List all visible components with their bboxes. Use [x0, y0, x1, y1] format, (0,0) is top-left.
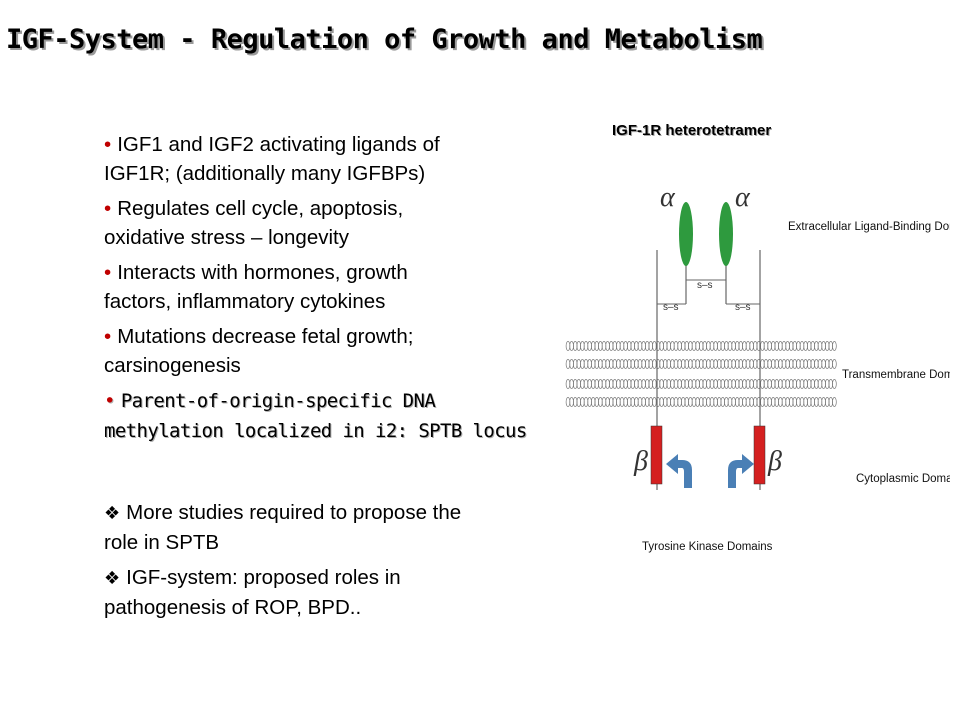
bullet-item: • Interacts with hormones, growth factors… — [104, 258, 544, 316]
left-kinase-arrow — [666, 454, 692, 488]
cytoplasmic-domain-label: Cytoplasmic Domain — [856, 473, 950, 485]
right-kinase-arrow — [728, 454, 754, 488]
bullet-line: Regulates cell cycle, apoptosis, — [117, 197, 404, 220]
bullet-item: • Regulates cell cycle, apoptosis, oxidat… — [104, 194, 544, 252]
note-list: ❖ More studies required to propose the ro… — [104, 498, 544, 628]
bullet-line: carsinogenesis — [104, 354, 241, 377]
bullet-line: Mutations decrease fetal growth; — [117, 325, 414, 348]
right-alpha-symbol: α — [735, 182, 751, 213]
right-beta-symbol: β — [767, 446, 782, 477]
bullet-item: • IGF1 and IGF2 activating ligands of IGF… — [104, 130, 544, 188]
receptor-diagram: s–s s–s s–s α α β β Extracellular Ligand… — [565, 182, 950, 553]
bullet-dot-icon: • — [104, 133, 112, 156]
bullet-line: oxidative stress – longevity — [104, 226, 349, 249]
left-beta-symbol: β — [633, 446, 648, 477]
right-alpha-subunit — [719, 202, 733, 266]
note-line: More studies required to propose the — [126, 501, 462, 524]
alpha-alpha-disulfide-label: s–s — [697, 280, 713, 291]
figure-title: IGF-1R heterotetramer — [612, 122, 772, 139]
bullet-line: IGF1 and IGF2 activating ligands of — [117, 133, 440, 156]
bullet-dot-icon: • — [104, 197, 112, 220]
diamond-bullet-icon: ❖ — [104, 503, 121, 524]
bullet-line: IGF1R; (additionally many IGFBPs) — [104, 162, 426, 185]
left-beta-subunit — [650, 425, 663, 485]
left-alpha-symbol: α — [660, 182, 676, 213]
slide-title: IGF-System - Regulation of Growth and Me… — [6, 24, 763, 55]
diamond-bullet-icon: ❖ — [104, 568, 121, 589]
bullet-dot-icon: • — [104, 325, 112, 348]
right-beta-subunit — [753, 425, 766, 485]
bullet-dot-icon: • — [104, 390, 115, 412]
bullet-item-highlighted: • Parent-of-origin-specific DNA methylati… — [104, 386, 544, 446]
note-line: IGF-system: proposed roles in — [126, 566, 401, 589]
bullet-line: factors, inflammatory cytokines — [104, 290, 386, 313]
note-line: pathogenesis of ROP, BPD.. — [104, 596, 362, 619]
note-item: ❖ IGF-system: proposed roles in pathogene… — [104, 563, 544, 622]
bullet-line: methylation localized in i2: SPTB locus — [104, 420, 527, 442]
left-alpha-subunit — [679, 202, 693, 266]
extracellular-domain-label: Extracellular Ligand-Binding Domain — [788, 221, 950, 233]
right-disulfide-label: s–s — [735, 302, 751, 313]
kinase-domain-label: Tyrosine Kinase Domains — [642, 541, 773, 553]
bullet-item: • Mutations decrease fetal growth; carsin… — [104, 322, 544, 380]
membrane-bilayer — [565, 341, 837, 407]
left-disulfide-label: s–s — [663, 302, 679, 313]
transmembrane-domain-label: Transmembrane Domain — [842, 369, 950, 381]
note-item: ❖ More studies required to propose the ro… — [104, 498, 544, 557]
note-line: role in SPTB — [104, 531, 220, 554]
bullet-line: Parent-of-origin-specific DNA — [120, 390, 436, 412]
bullet-list: • IGF1 and IGF2 activating ligands of IGF… — [104, 130, 544, 452]
bullet-dot-icon: • — [104, 261, 112, 284]
bullet-line: Interacts with hormones, growth — [117, 261, 408, 284]
